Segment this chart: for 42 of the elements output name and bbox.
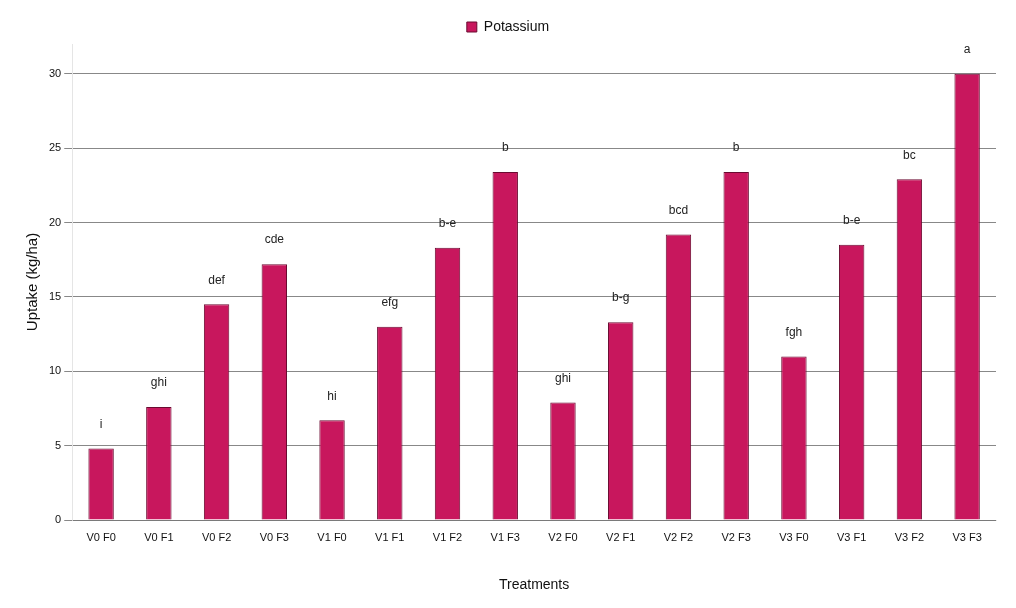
data-label: i bbox=[99, 416, 103, 431]
data-label: b-g bbox=[612, 290, 630, 305]
legend-label: Potassium bbox=[483, 17, 550, 34]
y-tick-label: 30 bbox=[48, 66, 62, 79]
x-tick-label: V2 F3 bbox=[721, 530, 751, 543]
x-tick-label: V2 F1 bbox=[606, 530, 636, 543]
data-label: b-e bbox=[842, 213, 861, 228]
x-tick-label: V0 F1 bbox=[144, 530, 174, 543]
data-label: ghi bbox=[150, 375, 167, 390]
data-label: efg bbox=[381, 294, 399, 309]
x-tick-label: V3 F0 bbox=[779, 530, 809, 543]
data-label: hi bbox=[327, 388, 337, 403]
y-tick-label: 0 bbox=[55, 513, 62, 526]
x-axis-title: Treatments bbox=[498, 576, 570, 593]
data-label: fgh bbox=[785, 324, 803, 339]
data-label: def bbox=[208, 272, 226, 287]
x-tick-label: V1 F2 bbox=[432, 530, 463, 543]
data-label: b bbox=[732, 140, 740, 155]
x-tick-label: V1 F1 bbox=[375, 530, 405, 543]
data-label: cde bbox=[264, 232, 285, 247]
x-tick-label: V1 F3 bbox=[490, 530, 520, 543]
x-tick-label: V3 F3 bbox=[952, 530, 982, 543]
data-label: bc bbox=[903, 147, 916, 162]
data-label: b-e bbox=[438, 216, 457, 231]
data-label: bcd bbox=[668, 202, 689, 217]
x-tick-label: V1 F0 bbox=[317, 530, 347, 543]
x-tick-label: V3 F1 bbox=[836, 530, 867, 543]
x-tick-label: V0 F0 bbox=[86, 530, 116, 543]
x-tick-label: V3 F2 bbox=[894, 530, 925, 543]
x-tick-label: V2 F0 bbox=[548, 530, 578, 543]
data-label: a bbox=[963, 42, 971, 57]
y-tick-label: 5 bbox=[55, 438, 62, 451]
x-tick-label: V0 F2 bbox=[201, 530, 232, 543]
y-tick-label: 15 bbox=[48, 289, 62, 302]
data-label: ghi bbox=[554, 370, 571, 385]
data-label: b bbox=[501, 140, 509, 155]
y-tick-label: 10 bbox=[48, 364, 62, 377]
y-axis-title: Uptake (kg/ha) bbox=[23, 232, 41, 332]
y-tick-label: 20 bbox=[48, 215, 62, 228]
x-tick-label: V2 F2 bbox=[663, 530, 694, 543]
x-tick-label: V0 F3 bbox=[259, 530, 289, 543]
y-tick-label: 25 bbox=[48, 141, 62, 154]
